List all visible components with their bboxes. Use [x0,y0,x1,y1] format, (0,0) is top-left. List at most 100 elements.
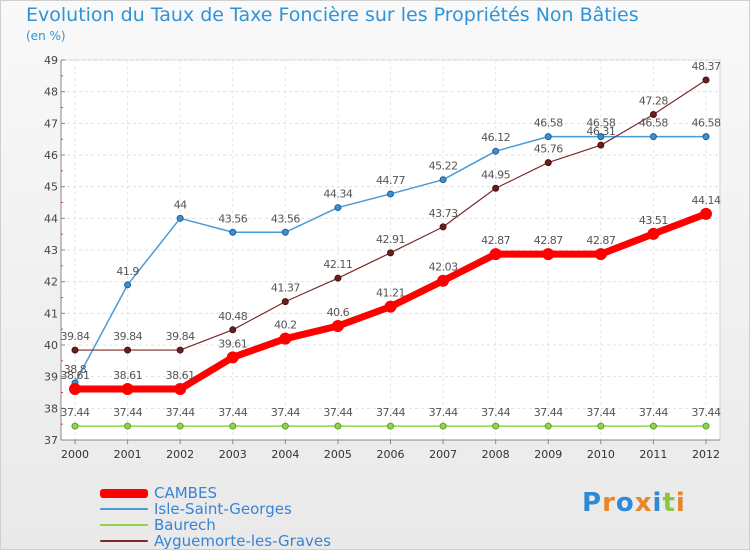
data-point [124,422,132,430]
legend-label: Ayguemorte-les-Graves [154,532,331,550]
data-point [597,422,605,430]
data-point [121,383,134,396]
x-tick-label: 2002 [166,448,194,461]
x-tick-label: 2003 [219,448,247,461]
data-label: 44.34 [323,188,352,201]
data-label: 43.51 [639,214,668,227]
x-tick-label: 2009 [534,448,562,461]
x-tick-label: 2010 [587,448,615,461]
data-label: 42.91 [376,233,405,246]
data-label: 39.84 [113,330,142,343]
data-point [544,133,552,141]
legend-label: CAMBES [154,484,217,502]
x-tick-label: 2001 [114,448,142,461]
legend-item: Ayguemorte-les-Graves [100,533,331,549]
legend-swatch [100,508,148,510]
data-point [649,133,657,141]
data-label: 46.31 [586,125,615,138]
data-point [702,422,710,430]
data-point [649,110,657,118]
data-label: 38.61 [61,369,90,382]
legend-label: Isle-Saint-Georges [154,500,292,518]
y-tick-label: 45 [44,181,58,194]
x-tick-label: 2008 [482,448,510,461]
data-label: 46.12 [481,131,510,144]
y-tick-label: 42 [44,276,58,289]
data-point [702,76,710,84]
data-point [439,422,447,430]
data-point [489,248,502,261]
data-label: 42.87 [586,234,615,247]
data-point [331,320,344,332]
data-point [387,190,394,198]
legend-swatch [100,524,148,526]
data-label: 40.2 [274,319,297,332]
data-label: 37.44 [323,406,352,419]
data-label: 37.44 [376,406,405,419]
data-point [281,422,289,430]
data-point [492,422,500,430]
data-label: 42.03 [429,261,458,274]
logo-letter: i [652,488,663,518]
legend-item: Isle-Saint-Georges [100,501,331,517]
data-label: 39.84 [61,330,90,343]
data-point [71,422,79,430]
data-label: 37.44 [586,406,615,419]
data-point [124,281,132,289]
data-point [544,159,552,167]
data-label: 42.87 [534,234,563,247]
legend-label: Baurech [154,516,216,534]
data-label: 46.58 [692,117,721,130]
x-tick-label: 2005 [324,448,352,461]
y-tick-label: 44 [44,212,58,225]
data-point [542,248,555,261]
data-point [544,422,552,430]
y-tick-label: 43 [44,244,58,257]
x-tick-label: 2000 [61,448,89,461]
data-label: 39.84 [166,330,195,343]
data-label: 44.14 [692,194,721,207]
data-point [437,274,450,287]
data-point [71,346,79,354]
data-point [176,346,184,354]
data-label: 45.22 [429,160,458,173]
data-label: 38.61 [113,369,142,382]
data-label: 43.56 [218,212,247,225]
legend-item: Baurech [100,517,331,533]
data-point [69,383,81,396]
data-label: 37.44 [113,406,142,419]
data-label: 37.44 [639,406,668,419]
data-point [176,214,184,222]
data-point [229,228,237,236]
data-label: 48.37 [692,60,721,73]
data-label: 41.37 [271,282,300,295]
data-label: 41.21 [376,287,405,300]
data-label: 42.11 [323,258,352,271]
data-point [700,207,712,220]
data-label: 40.6 [327,306,350,319]
y-tick-label: 40 [44,339,58,352]
logo-letter: x [634,488,653,518]
logo-letter: P [582,488,603,518]
data-point [649,422,657,430]
data-label: 45.76 [534,143,563,156]
legend-swatch [100,488,148,498]
x-tick-label: 2007 [429,448,457,461]
data-label: 46.58 [534,117,563,130]
data-label: 38.61 [166,369,195,382]
data-point [174,383,187,396]
data-label: 47.28 [639,94,668,107]
data-point [281,298,289,306]
data-label: 39.61 [218,337,247,350]
data-label: 37.44 [271,406,300,419]
y-tick-label: 39 [44,371,58,384]
proxiti-logo: Proxiti [582,488,686,518]
data-label: 43.56 [271,212,300,225]
logo-letter: i [675,488,686,518]
data-label: 37.44 [481,406,510,419]
legend-swatch [100,540,148,542]
y-tick-label: 47 [44,117,58,130]
data-label: 44 [174,198,187,211]
data-label: 44.95 [481,168,510,181]
data-point [647,227,660,240]
